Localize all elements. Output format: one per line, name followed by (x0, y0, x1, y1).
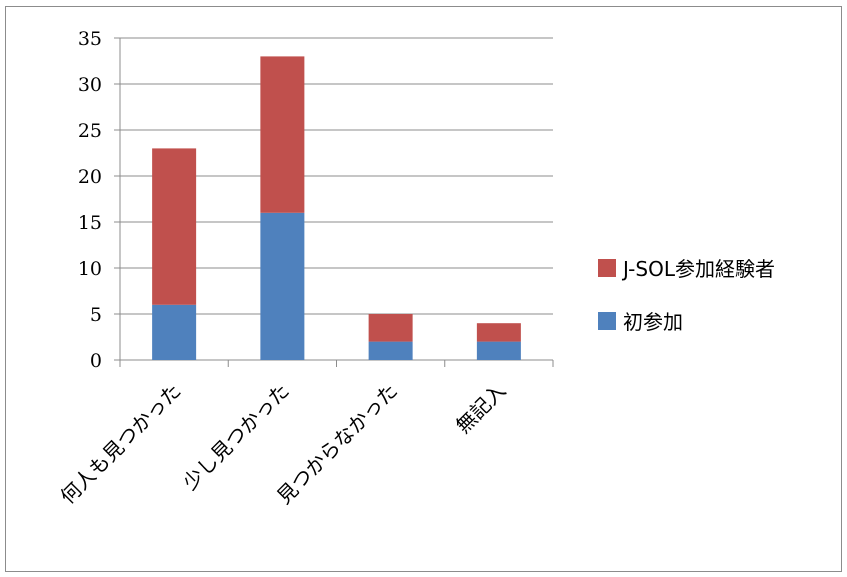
bar-segment (260, 56, 305, 213)
bar-segment (368, 341, 413, 360)
bar-segment (152, 148, 197, 305)
legend-swatch (598, 259, 616, 277)
legend-label: 初参加 (623, 310, 683, 334)
bar-segment (152, 304, 197, 360)
y-tick-label: 20 (78, 166, 102, 188)
x-tick-label: 見つからなかった (272, 379, 402, 509)
y-tick-label: 35 (78, 28, 102, 50)
bar-segment (476, 323, 521, 342)
legend-label: J-SOL参加経験者 (621, 257, 775, 281)
chart-frame (5, 6, 842, 572)
x-tick-label: 無記入 (451, 379, 510, 438)
legend-swatch (598, 312, 616, 330)
y-tick-label: 15 (78, 212, 102, 234)
y-tick-label: 25 (78, 120, 102, 142)
bar-segment (260, 212, 305, 360)
x-tick-label: 少し見つかった (178, 379, 294, 495)
y-tick-label: 30 (78, 74, 102, 96)
bar-segment (368, 314, 413, 342)
y-tick-label: 0 (90, 350, 102, 372)
bar-segment (476, 341, 521, 360)
x-tick-label: 何人も見つかった (56, 379, 186, 509)
y-tick-label: 10 (78, 258, 102, 280)
bars (152, 56, 521, 360)
y-tick-label: 5 (90, 304, 102, 326)
